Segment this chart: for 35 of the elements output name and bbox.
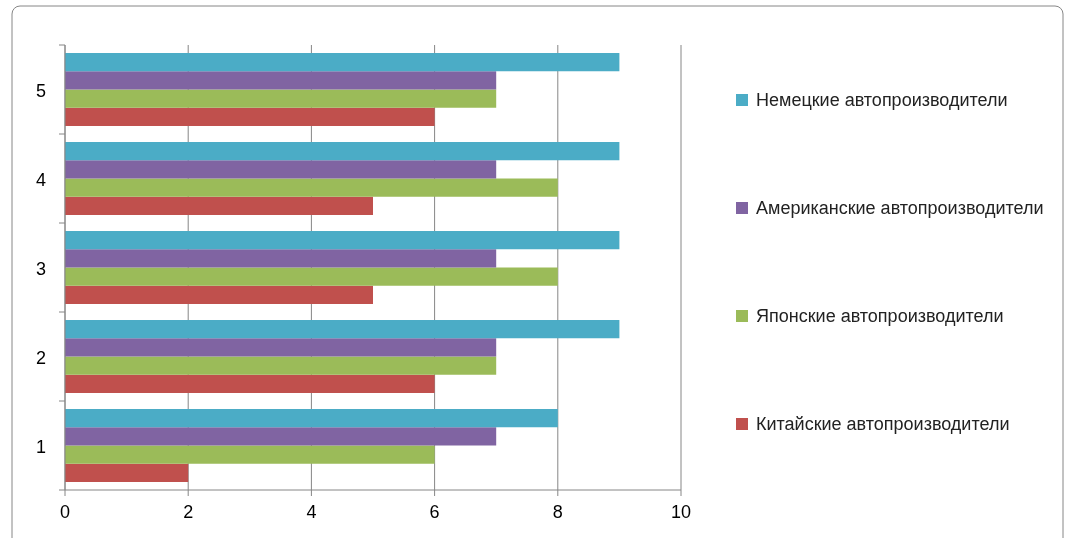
bar (65, 231, 620, 250)
bar (65, 374, 435, 393)
legend-label: Японские автопроизводители (756, 306, 1004, 326)
y-tick-label: 2 (35, 347, 47, 368)
bar (65, 320, 620, 339)
bar (65, 178, 558, 197)
bar (65, 142, 620, 161)
y-tick-label: 1 (35, 436, 47, 457)
y-tick-label: 5 (35, 80, 47, 101)
bar (65, 356, 497, 375)
legend-label: Немецкие автопроизводители (756, 90, 1008, 110)
bar (65, 267, 558, 286)
x-tick-label: 0 (59, 502, 71, 522)
x-tick-label: 4 (306, 502, 317, 522)
bar (65, 338, 497, 357)
bar (65, 445, 435, 464)
legend-label: Китайские автопроизводители (756, 414, 1010, 434)
y-tick-label: 4 (35, 169, 47, 190)
x-tick-label: 6 (429, 502, 440, 522)
legend-label: Американские автопроизводители (756, 198, 1044, 218)
bar (65, 463, 189, 482)
y-tick-label: 3 (35, 258, 47, 279)
bar (65, 249, 497, 268)
bar (65, 196, 373, 215)
bar (65, 71, 497, 90)
bar (65, 427, 497, 446)
bar (65, 409, 558, 428)
bar (65, 160, 497, 179)
x-tick-label: 2 (183, 502, 194, 522)
bar (65, 285, 373, 304)
bar (65, 89, 497, 108)
bar (65, 53, 620, 72)
x-tick-label: 10 (670, 502, 692, 522)
x-tick-label: 8 (552, 502, 563, 522)
bar (65, 107, 435, 126)
